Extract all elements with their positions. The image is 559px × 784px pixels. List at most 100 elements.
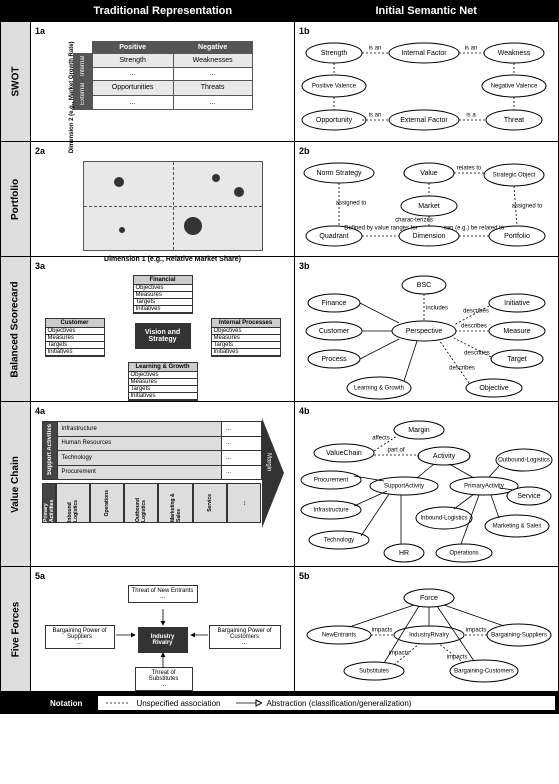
svg-text:Objective: Objective (479, 385, 508, 392)
cell-id: 1b (299, 26, 554, 36)
notation-legend: Notation Unspecified association Abstrac… (0, 692, 559, 714)
cell-4b: 4b Margin ValueChain Activity Outbound-L… (295, 402, 558, 566)
svg-text:Strength: Strength (321, 50, 348, 57)
cell-id: 4a (35, 406, 290, 416)
svg-text:impacts: impacts (389, 651, 410, 657)
svg-text:impacts: impacts (447, 655, 468, 661)
cell-id: 5b (299, 571, 554, 581)
svg-text:is an: is an (465, 46, 478, 52)
vc-primary-row: Primary Activities Inbound Logistics Ope… (42, 483, 262, 523)
svg-text:assigned to: assigned to (512, 204, 543, 210)
svg-text:Process: Process (321, 356, 347, 363)
svg-text:impacts: impacts (372, 628, 393, 634)
svg-text:NewEntrants: NewEntrants (322, 633, 356, 639)
rowlabel-portfolio: Portfolio (1, 142, 31, 256)
svg-text:assigned to: assigned to (336, 201, 367, 207)
cell-2b: 2b Norm Strategy Value Strategic Object … (295, 142, 558, 256)
svg-text:Outbound-Logistics: Outbound-Logistics (498, 458, 550, 464)
notation-title: Notation (42, 699, 90, 708)
cell-1b: 1b Strength Internal Factor Weakness Pos… (295, 22, 558, 141)
cell-3b: 3b BSC Finance Initiative Customer Persp… (295, 257, 558, 401)
svg-text:Market: Market (418, 203, 439, 210)
cell-2a: 2a Dimension 2 (e.g., Market Growth Rate… (31, 142, 295, 256)
svg-text:describes: describes (461, 324, 487, 330)
svg-text:Value: Value (420, 170, 437, 177)
cell-4a: 4a Support ActivitiesInfrastructure... H… (31, 402, 295, 566)
row-ff: Five Forces 5a Threat of New Entrants...… (0, 567, 559, 692)
cell-5a: 5a Threat of New Entrants... Bargaining … (31, 567, 295, 691)
header-right: Initial Semantic Net (295, 1, 559, 21)
svg-text:Service: Service (517, 493, 540, 500)
svg-text:Internal Factor: Internal Factor (401, 50, 447, 57)
svg-text:Measure: Measure (503, 328, 530, 335)
rowlabel-ff: Five Forces (1, 567, 31, 691)
svg-text:is an: is an (369, 46, 382, 52)
svg-text:impacts: impacts (466, 628, 487, 634)
header-row: Traditional Representation Initial Seman… (0, 0, 559, 22)
svg-text:BSC: BSC (417, 282, 431, 289)
svg-text:Learning & Growth: Learning & Growth (354, 386, 404, 392)
cell-id: 1a (35, 26, 290, 36)
svg-text:describes: describes (463, 309, 489, 315)
bsc-center: Vision and Strategy (135, 323, 191, 349)
svg-text:relates to: relates to (457, 166, 482, 172)
cell-3a: 3a FinancialObjectivesMeasuresTargetsIni… (31, 257, 295, 401)
svg-text:SupportActivity: SupportActivity (384, 484, 424, 490)
svg-text:Margin: Margin (408, 427, 430, 434)
portfolio-net: Norm Strategy Value Strategic Object Mar… (299, 158, 554, 253)
svg-text:Customer: Customer (319, 328, 350, 335)
svg-text:Infrastructure: Infrastructure (313, 508, 349, 514)
svg-text:IndustryRivalry: IndustryRivalry (409, 633, 449, 639)
cell-id: 3b (299, 261, 554, 271)
ff-net: Force NewEntrants IndustryRivalry Bargai… (299, 583, 554, 688)
cell-id: 5a (35, 571, 290, 581)
svg-text:Target: Target (507, 356, 527, 363)
svg-text:affects: affects (372, 436, 390, 442)
notation-items: Unspecified association Abstraction (cla… (98, 696, 555, 710)
svg-text:Inbound-Logistics: Inbound-Logistics (420, 516, 467, 522)
swot-table: PositiveNegative InternalStrengthWeaknes… (73, 41, 253, 110)
svg-text:Threat: Threat (504, 117, 524, 124)
svg-text:Quadrant: Quadrant (319, 233, 348, 240)
svg-text:PrimaryActivity: PrimaryActivity (464, 484, 504, 490)
rowlabel-vc: Value Chain (1, 402, 31, 566)
vc-net: Margin ValueChain Activity Outbound-Logi… (299, 418, 554, 566)
svg-text:Initiative: Initiative (504, 300, 530, 307)
svg-text:Technology: Technology (324, 538, 354, 544)
row-vc: Value Chain 4a Support ActivitiesInfrast… (0, 402, 559, 567)
svg-text:External Factor: External Factor (400, 117, 448, 124)
svg-text:Positive Valence: Positive Valence (312, 84, 357, 90)
svg-text:Marketing & Sales: Marketing & Sales (493, 524, 542, 530)
svg-text:Bargaining-Customers: Bargaining-Customers (454, 669, 514, 675)
svg-text:describes: describes (449, 366, 475, 372)
svg-text:includes: includes (426, 306, 448, 312)
header-spacer (1, 1, 31, 21)
svg-text:Opportunity: Opportunity (316, 117, 353, 124)
svg-text:describes: describes (464, 351, 490, 357)
svg-text:Portfolio: Portfolio (504, 233, 530, 240)
bsc-net: BSC Finance Initiative Customer Perspect… (299, 273, 554, 401)
row-portfolio: Portfolio 2a Dimension 2 (e.g., Market G… (0, 142, 559, 257)
svg-text:HR: HR (399, 550, 409, 557)
svg-text:Dimension: Dimension (412, 233, 445, 240)
vc-support-table: Support ActivitiesInfrastructure... Huma… (42, 421, 262, 480)
header-left: Traditional Representation (31, 1, 295, 21)
rowlabel-swot: SWOT (1, 22, 31, 141)
cell-5b: 5b Force NewEntrants IndustryRivalry Bar… (295, 567, 558, 691)
svg-text:Force: Force (420, 595, 438, 602)
svg-text:Strategic Object: Strategic Object (493, 173, 536, 179)
svg-text:Norm Strategy: Norm Strategy (316, 170, 362, 177)
svg-text:Negative Valence: Negative Valence (491, 84, 538, 90)
svg-text:is a: is a (466, 113, 476, 119)
cell-id: 4b (299, 406, 554, 416)
svg-text:Defined by value ranges for: Defined by value ranges for (344, 226, 417, 232)
row-swot: SWOT 1a PositiveNegative InternalStrengt… (0, 22, 559, 142)
cell-id: 2b (299, 146, 554, 156)
cell-id: 3a (35, 261, 290, 271)
svg-text:Operations: Operations (449, 551, 478, 557)
rowlabel-bsc: Balanced Scorecard (1, 257, 31, 401)
svg-text:is an: is an (369, 113, 382, 119)
bsc-diagram: FinancialObjectivesMeasuresTargetsInitia… (43, 273, 283, 403)
y-axis-label: Dimension 2 (e.g., Market Growth Rate) (69, 41, 75, 153)
portfolio-matrix: Dimension 2 (e.g., Market Growth Rate) (83, 161, 263, 251)
